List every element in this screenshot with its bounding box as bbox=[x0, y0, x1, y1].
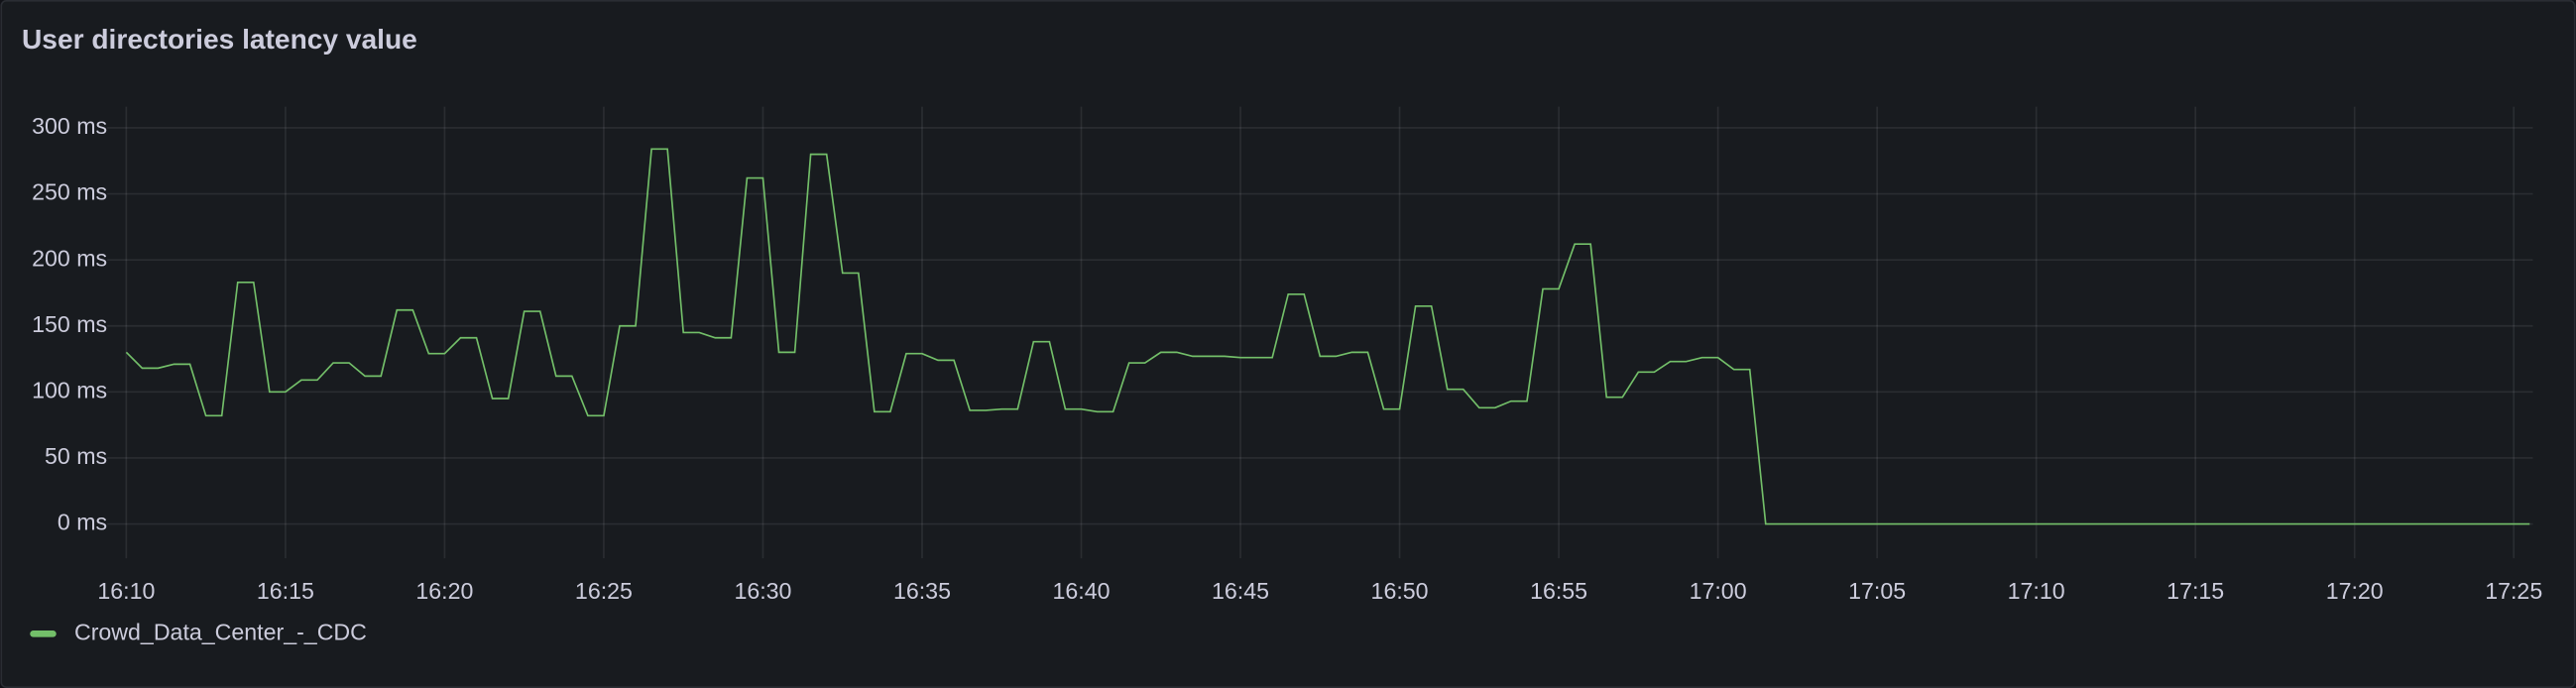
y-tick-label: 250 ms bbox=[32, 179, 107, 205]
x-tick-label: 17:10 bbox=[2008, 578, 2065, 604]
x-tick-label: 16:40 bbox=[1053, 578, 1111, 604]
x-tick-label: 16:25 bbox=[575, 578, 633, 604]
x-tick-label: 17:25 bbox=[2485, 578, 2542, 604]
chart-title: User directories latency value bbox=[22, 24, 417, 55]
data-line bbox=[125, 148, 2530, 525]
y-tick-label: 100 ms bbox=[32, 377, 107, 402]
x-tick-label: 16:30 bbox=[734, 578, 791, 604]
legend-swatch bbox=[30, 631, 57, 637]
x-tick-label: 16:55 bbox=[1530, 578, 1587, 604]
y-tick-label: 300 ms bbox=[32, 113, 107, 139]
x-tick-label: 16:50 bbox=[1371, 578, 1429, 604]
y-tick-label: 0 ms bbox=[58, 510, 107, 535]
x-tick-label: 16:20 bbox=[415, 578, 473, 604]
x-tick-label: 16:15 bbox=[257, 578, 314, 604]
legend-label: Crowd_Data_Center_-_CDC bbox=[74, 619, 367, 644]
x-tick-label: 16:45 bbox=[1212, 578, 1269, 604]
x-tick-label: 17:00 bbox=[1690, 578, 1747, 604]
y-tick-label: 50 ms bbox=[45, 443, 107, 469]
x-tick-label: 17:20 bbox=[2326, 578, 2384, 604]
x-tick-label: 16:10 bbox=[97, 578, 155, 604]
x-tick-label: 16:35 bbox=[893, 578, 951, 604]
y-tick-label: 200 ms bbox=[32, 245, 107, 271]
x-tick-label: 17:05 bbox=[1848, 578, 1906, 604]
x-tick-label: 17:15 bbox=[2166, 578, 2224, 604]
y-tick-label: 150 ms bbox=[32, 311, 107, 337]
